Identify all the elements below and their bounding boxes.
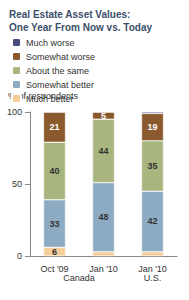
svg-text:Much worse: Much worse <box>26 38 75 48</box>
svg-text:100: 100 <box>7 107 22 117</box>
svg-text:Canada: Canada <box>63 273 95 283</box>
svg-text:19: 19 <box>147 122 157 132</box>
svg-text:About the same: About the same <box>26 66 89 76</box>
svg-text:44: 44 <box>98 146 108 156</box>
svg-text:Much better: Much better <box>26 94 74 104</box>
svg-text:Jan '10: Jan '10 <box>89 264 118 274</box>
svg-text:U.S.: U.S. <box>144 273 162 283</box>
svg-text:21: 21 <box>49 122 59 132</box>
svg-text:33: 33 <box>49 219 59 229</box>
svg-text:35: 35 <box>147 161 157 171</box>
svg-text:5: 5 <box>101 111 106 121</box>
svg-text:50: 50 <box>12 179 22 189</box>
svg-text:Real Estate Asset Values:: Real Estate Asset Values: <box>9 9 130 20</box>
svg-text:Oct '09: Oct '09 <box>40 264 68 274</box>
svg-text:6: 6 <box>52 247 57 257</box>
svg-text:Somewhat better: Somewhat better <box>26 80 94 90</box>
svg-text:Somewhat worse: Somewhat worse <box>26 52 95 62</box>
svg-text:0: 0 <box>17 251 22 261</box>
svg-text:One Year From Now vs. Today: One Year From Now vs. Today <box>9 22 152 33</box>
svg-text:42: 42 <box>147 216 157 226</box>
svg-text:48: 48 <box>98 212 108 222</box>
svg-text:Jan '10: Jan '10 <box>138 264 167 274</box>
svg-text:40: 40 <box>49 166 59 176</box>
